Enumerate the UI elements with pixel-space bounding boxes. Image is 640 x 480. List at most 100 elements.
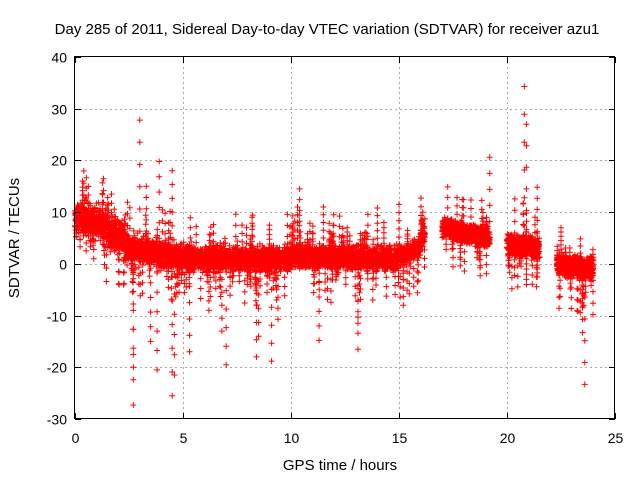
data-point: [187, 234, 194, 241]
data-point: [414, 289, 421, 296]
data-point: [373, 275, 379, 282]
data-point: [187, 214, 194, 221]
data-point: [264, 281, 270, 287]
data-point: [165, 284, 172, 291]
data-point: [232, 211, 239, 218]
data-point: [142, 212, 149, 219]
data-point: [120, 269, 127, 276]
data-point: [336, 213, 343, 220]
data-point: [104, 194, 111, 201]
data-point: [99, 179, 106, 186]
data-point: [370, 236, 377, 243]
data-point: [100, 187, 107, 194]
data-point: [373, 282, 379, 288]
data-point: [310, 289, 317, 296]
data-point: [273, 297, 280, 303]
data-point: [168, 285, 175, 292]
data-point: [383, 283, 390, 290]
data-point: [324, 296, 331, 303]
data-point: [309, 223, 316, 230]
data-point: [281, 283, 288, 290]
data-point: [252, 275, 259, 282]
data-point: [342, 274, 349, 281]
data-point: [410, 274, 417, 281]
data-point: [328, 299, 334, 306]
data-point: [404, 227, 411, 234]
data-point: [352, 292, 359, 299]
data-point: [289, 212, 296, 219]
data-point: [207, 284, 214, 290]
data-point: [221, 235, 228, 242]
data-point: [369, 276, 376, 282]
chart-title: Day 285 of 2011, Sidereal Day-to-day VTE…: [55, 21, 600, 38]
data-point: [306, 220, 313, 227]
data-point: [415, 261, 422, 268]
data-point: [383, 293, 390, 300]
data-point: [124, 199, 131, 206]
data-point: [310, 280, 317, 287]
data-point: [364, 222, 371, 229]
data-point: [232, 222, 239, 229]
data-point: [83, 247, 90, 254]
data-point: [193, 231, 200, 238]
data-point: [281, 274, 288, 281]
data-point: [241, 300, 248, 306]
data-point: [252, 281, 259, 288]
data-point: [369, 286, 376, 293]
data-point: [207, 293, 214, 300]
data-point: [108, 191, 115, 198]
data-point: [115, 268, 122, 275]
data-point: [392, 282, 399, 289]
data-point: [415, 277, 422, 284]
data-point: [410, 283, 417, 290]
data-point: [342, 281, 349, 288]
data-point: [369, 297, 376, 303]
data-point: [111, 206, 118, 213]
data-point: [227, 292, 234, 299]
data-point: [126, 204, 133, 211]
data-point: [197, 285, 204, 292]
data-point: [181, 289, 188, 296]
data-point: [362, 229, 369, 236]
data-point: [217, 293, 224, 300]
data-point: [264, 289, 270, 296]
data-point: [193, 239, 200, 246]
data-point: [80, 168, 87, 174]
data-point: [281, 292, 288, 299]
data-point: [99, 191, 106, 198]
data-point: [249, 223, 256, 229]
data-point: [197, 295, 204, 302]
data-point: [90, 246, 97, 253]
data-point: [236, 272, 243, 279]
data-point: [197, 275, 204, 282]
data-point: [83, 174, 90, 181]
data-point: [206, 231, 213, 238]
data-point: [193, 223, 200, 230]
data-point: [79, 184, 86, 191]
data-point: [187, 224, 194, 231]
data-point: [383, 274, 390, 281]
data-point: [332, 277, 339, 283]
data-point: [163, 273, 170, 280]
data-point: [241, 288, 248, 295]
data-point: [217, 284, 224, 291]
data-point: [142, 221, 149, 228]
data-point: [146, 273, 153, 280]
data-point: [234, 238, 241, 245]
data-point: [316, 286, 323, 293]
data-point: [236, 278, 243, 285]
data-point: [309, 230, 316, 236]
data-point: [356, 289, 363, 296]
data-point: [103, 278, 110, 285]
data-point: [115, 280, 122, 287]
data-point: [77, 243, 84, 250]
data-point: [90, 255, 97, 262]
data-point: [135, 281, 142, 287]
data-point: [165, 219, 172, 226]
data-points: [72, 83, 597, 408]
data-point: [100, 175, 107, 182]
data-point: [239, 238, 246, 245]
data-point: [129, 289, 136, 296]
data-point: [232, 233, 239, 240]
